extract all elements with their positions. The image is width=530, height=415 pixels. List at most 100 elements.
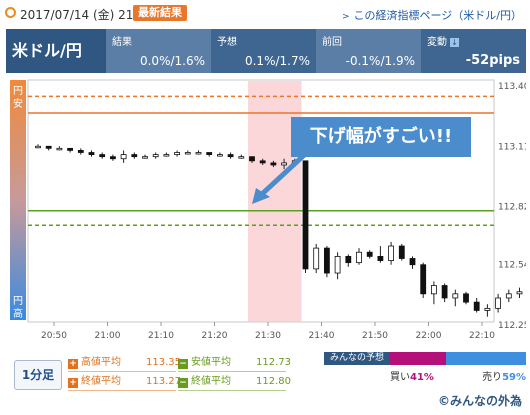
y-tick-label: 113.40 xyxy=(498,82,526,92)
indicator-page-link-text[interactable]: この経済指標ページ（米ドル/円） xyxy=(353,9,523,22)
candle xyxy=(388,241,395,265)
minus-icon: − xyxy=(178,359,188,369)
latest-result-badge: 最新結果 xyxy=(133,5,187,21)
sentiment-sell-pct: 59% xyxy=(502,372,526,383)
x-tick-label: 21:40 xyxy=(309,331,335,341)
close-average-high-label: 終値平均 xyxy=(81,376,121,387)
candle xyxy=(505,289,512,303)
x-tick-label: 21:00 xyxy=(95,331,121,341)
column-result-value: 0.0%/1.6% xyxy=(139,54,205,68)
candle xyxy=(163,152,170,157)
candle xyxy=(216,152,223,157)
column-previous: 前回 -0.1%/1.9% xyxy=(316,29,421,73)
yen-axis-gradient xyxy=(10,80,26,320)
candle xyxy=(131,152,138,159)
close-average-low-value: 112.80 xyxy=(256,376,291,387)
candle xyxy=(142,154,148,159)
sentiment-sell-label: 売り xyxy=(482,372,503,383)
candle xyxy=(35,144,41,149)
candle xyxy=(473,297,480,313)
column-forecast-label: 予想 xyxy=(217,37,237,48)
candle xyxy=(88,150,95,157)
yen-strong-label-2: 高 xyxy=(13,307,23,320)
yen-weak-label-2: 安 xyxy=(13,97,23,110)
chart-footer: 1分足 + 高値平均 113.35 + 終値平均 113.27 − 安値平均 112.73 … xyxy=(6,352,526,415)
low-average-value: 112.73 xyxy=(256,357,291,368)
y-tick-label: 113.11 xyxy=(498,142,526,152)
result-columns: 結果 0.0%/1.6% 予想 0.1%/1.7% 前回 -0.1%/1.9% … xyxy=(106,29,526,73)
column-forecast-value: 0.1%/1.7% xyxy=(244,54,310,68)
sentiment-sell: 売り59% xyxy=(482,368,526,383)
y-tick-label: 112.54 xyxy=(498,261,526,271)
copyright-credit: ©みんなの外為 xyxy=(437,394,522,408)
candle xyxy=(345,254,352,267)
candle xyxy=(67,147,73,153)
callout-box: 下げ幅がすごい!! xyxy=(291,117,471,157)
column-result-label: 結果 xyxy=(112,37,132,48)
candle xyxy=(313,243,320,274)
candle xyxy=(56,146,63,151)
x-tick-label: 21:10 xyxy=(148,331,174,341)
close-average-low: − 終値平均 112.80 xyxy=(178,375,291,391)
plus-icon: + xyxy=(68,378,78,388)
yen-strong-label-1: 円 xyxy=(13,296,23,307)
candle xyxy=(227,152,234,159)
low-average-label: 安値平均 xyxy=(191,357,231,368)
sentiment-buy: 買い41% xyxy=(390,368,434,383)
candle xyxy=(323,246,330,278)
close-average-low-label: 終値平均 xyxy=(191,376,231,387)
candle xyxy=(174,150,181,157)
high-average-value: 113.35 xyxy=(146,357,181,368)
candle xyxy=(495,293,502,313)
candle xyxy=(366,250,373,259)
candle xyxy=(430,281,437,305)
sentiment-buy-label: 買い xyxy=(390,372,410,383)
candle xyxy=(452,289,459,307)
column-change-value: -52pips xyxy=(465,53,520,68)
candle xyxy=(195,150,202,155)
column-change-label: 変動 ↓ xyxy=(427,33,459,48)
candle xyxy=(302,160,309,274)
close-average-high: + 終値平均 113.27 xyxy=(68,375,181,391)
y-tick-label: 112.25 xyxy=(498,321,526,331)
sentiment-buy-bar xyxy=(390,352,446,365)
x-tick-label: 21:30 xyxy=(255,331,281,341)
sentiment-buy-pct: 41% xyxy=(410,372,434,383)
candle xyxy=(120,150,127,163)
indicator-page-link[interactable]: > この経済指標ページ（米ドル/円） xyxy=(342,7,522,23)
sentiment-sell-bar xyxy=(445,352,526,365)
candle xyxy=(184,150,191,155)
column-change: 変動 ↓ -52pips xyxy=(421,29,526,73)
info-icon[interactable]: ↓ xyxy=(450,38,459,47)
candle xyxy=(110,154,116,161)
candle xyxy=(420,262,427,298)
candle xyxy=(377,246,384,263)
candle xyxy=(259,158,266,165)
timeframe-button[interactable]: 1分足 xyxy=(14,360,62,390)
close-average-high-value: 113.27 xyxy=(146,376,181,387)
candle xyxy=(463,291,469,305)
candle xyxy=(99,152,106,159)
candle xyxy=(334,252,341,280)
candle xyxy=(356,248,362,265)
candle xyxy=(238,154,245,159)
y-tick-label: 112.82 xyxy=(498,203,526,213)
candle xyxy=(409,256,416,269)
candle xyxy=(206,152,213,157)
price-chart: 円 安 円 高 113.40 113.11 112.82 112.54 112.25 2… xyxy=(6,76,530,351)
plus-icon: + xyxy=(68,359,78,369)
high-average-label: 高値平均 xyxy=(81,357,121,368)
candle xyxy=(398,243,405,261)
top-bar: 2017/07/14 (金) 21:30 最新結果 > この経済指標ページ（米ドル… xyxy=(0,0,530,26)
candle xyxy=(152,152,159,159)
high-average: + 高値平均 113.35 xyxy=(68,356,181,372)
x-tick-label: 21:20 xyxy=(202,331,228,341)
candle xyxy=(484,304,491,317)
x-tick-label: 22:00 xyxy=(416,331,442,341)
candle xyxy=(516,287,523,298)
column-change-label-text: 変動 xyxy=(427,37,447,48)
column-forecast: 予想 0.1%/1.7% xyxy=(211,29,316,73)
minus-icon: − xyxy=(178,378,188,388)
status-dot-icon xyxy=(5,7,16,18)
candle xyxy=(441,283,448,303)
